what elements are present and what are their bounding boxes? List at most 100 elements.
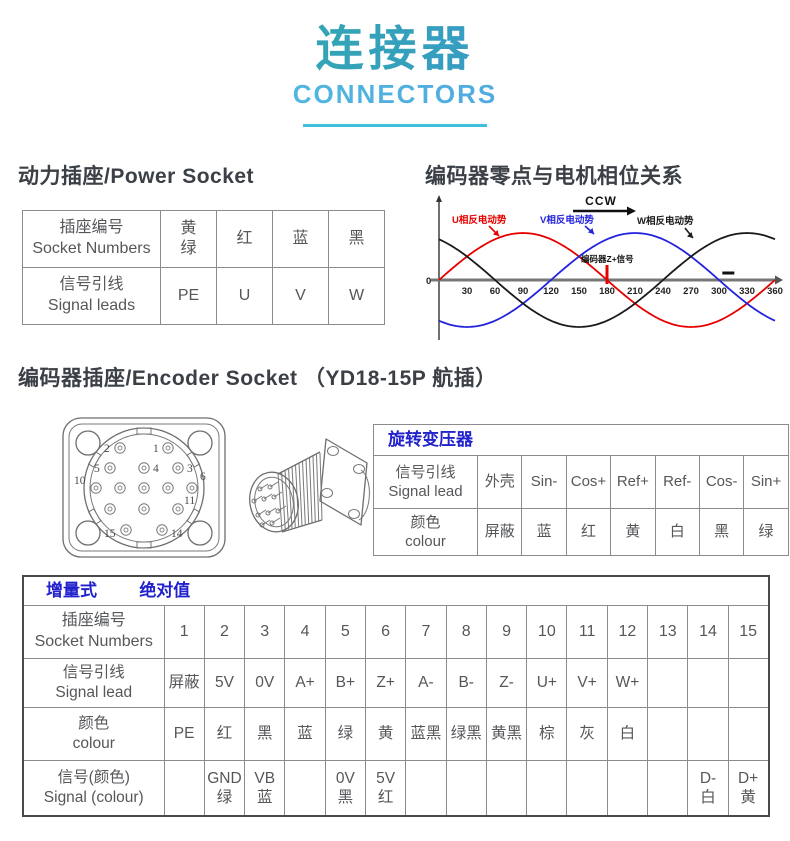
row-header: 颜色 colour [373, 508, 478, 556]
pin-number-label: 10 [74, 475, 86, 487]
pin-center [175, 465, 181, 471]
table-row: 旋转变压器 [373, 424, 789, 456]
x-tick-label: 180 [599, 286, 615, 297]
table-cell: 10 [526, 605, 568, 659]
pin [172, 462, 184, 474]
y-axis-arrow [436, 195, 442, 202]
table-cell: 黄绿 [160, 210, 217, 268]
waveform-label: V相反电动势 [540, 214, 594, 226]
table-cell: Sin+ [743, 455, 789, 509]
pin-center [117, 485, 123, 491]
table-cell [284, 760, 326, 817]
table-cell [687, 707, 729, 761]
pin [162, 442, 174, 454]
side-pin-tip [257, 486, 263, 492]
pin-center [165, 485, 171, 491]
row-label-cn: 插座编号 [61, 612, 126, 630]
side-pin-tip [267, 484, 273, 490]
table-row: 信号引线 Signal lead 外壳 Sin- Cos+ Ref+ Ref- Cos- S… [373, 455, 789, 509]
waveform-label: W相反电动势 [637, 215, 694, 227]
table-cell: 0V [244, 658, 286, 708]
label-arrow-head [687, 232, 693, 238]
table-cell: 黑 [244, 707, 286, 761]
table-cell: 蓝 [521, 508, 567, 556]
table-cell: A- [405, 658, 447, 708]
phase-chart-heading: 编码器零点与电机相位关系 [425, 165, 683, 188]
table-row: 颜色 colour PE 红黑蓝绿黄蓝黑 绿黑 黄黑棕灰白 [22, 707, 770, 761]
table-cell [566, 760, 608, 817]
table-cell [647, 707, 689, 761]
table-cell: 外壳 [476, 455, 523, 509]
row-label-en: Signal (colour) [43, 789, 144, 806]
row-label-en: Socket Numbers [34, 633, 153, 650]
pin-center [141, 465, 147, 471]
table-cell: V+ [566, 658, 608, 708]
waveform-label: U相反电动势 [452, 214, 507, 226]
table-cell: 0V 黑 [324, 760, 366, 817]
side-pins [251, 481, 287, 528]
table-cell [405, 760, 447, 817]
side-pin [271, 517, 281, 524]
pin-center [117, 445, 123, 451]
table-cell: 绿 [324, 707, 366, 761]
side-pin [269, 481, 279, 488]
row-label-en: Signal lead [388, 483, 463, 500]
pin-number-label: 2 [104, 443, 110, 455]
row-label-cn: 插座编号 [59, 219, 124, 237]
table-cell: 屏蔽 [163, 658, 205, 708]
pin [90, 482, 102, 494]
table-cell: Cos- [698, 455, 745, 509]
table-cell: 9 [485, 605, 528, 659]
pin [104, 462, 116, 474]
row-header: 插座编号 Socket Numbers [22, 605, 165, 659]
rotary-transformer-table: 旋转变压器 信号引线 Signal lead 外壳 Sin- Cos+ Ref+ Ref… [373, 424, 789, 556]
table-cell: U+ [526, 658, 568, 708]
table-cell: 绿黑 [445, 707, 487, 761]
encoder-heading-sub: （YD18-15P 航插） [303, 367, 497, 390]
connector-side-view-diagram [249, 438, 370, 533]
thread-line [309, 457, 313, 523]
table-cell: 2 [203, 605, 246, 659]
table-cell: Z+ [364, 658, 407, 708]
side-pin-tip [251, 498, 257, 504]
origin-label: 0 [426, 276, 431, 287]
waveform [438, 232, 776, 328]
table-cell: 3 [244, 605, 286, 659]
z-signal-label: 编码器Z+信号 [581, 254, 634, 264]
thread-line [319, 452, 323, 521]
thread-line [288, 467, 293, 529]
encoder-table-header-cell: 增量式 绝对值 [22, 575, 770, 606]
table-cell [727, 707, 770, 761]
table-cell: 黑 [328, 210, 385, 268]
x-axis-arrow [775, 275, 783, 285]
pin [138, 503, 150, 515]
table-row: 颜色 colour 屏蔽蓝红黄白黑绿 [373, 508, 789, 556]
table-cell: PE [163, 707, 205, 761]
table-cell: 黑 [698, 508, 745, 556]
table-cell: 13 [647, 605, 689, 659]
table-cell: 14 [687, 605, 729, 659]
pin [138, 462, 150, 474]
table-cell: W [328, 267, 385, 325]
side-pin [277, 505, 287, 512]
table-cell [687, 658, 729, 708]
side-pin-tip [259, 522, 265, 528]
table-cell: 7 [405, 605, 447, 659]
side-pin-tip [265, 510, 271, 516]
pin-number-label: 5 [94, 463, 100, 475]
table-cell: V [272, 267, 329, 325]
x-tick-label: 300 [711, 286, 727, 297]
table-cell: 15 [727, 605, 770, 659]
table-cell: B- [445, 658, 487, 708]
pin-center [141, 485, 147, 491]
table-cell: 11 [566, 605, 608, 659]
table-row: 插座编号 Socket Numbers 黄绿红蓝黑 [22, 210, 385, 268]
table-cell: 8 [445, 605, 487, 659]
table-cell: 4 [284, 605, 326, 659]
row-label-en: Signal leads [47, 297, 136, 314]
table-cell [647, 658, 689, 708]
pin [114, 442, 126, 454]
table-cell: 蓝 [284, 707, 326, 761]
row-label-cn: 信号引线 [59, 276, 124, 294]
table-row: 插座编号 Socket Numbers 1 2 3 4 5 6 7 8 9 10 11 12 13 14 1… [22, 605, 770, 659]
